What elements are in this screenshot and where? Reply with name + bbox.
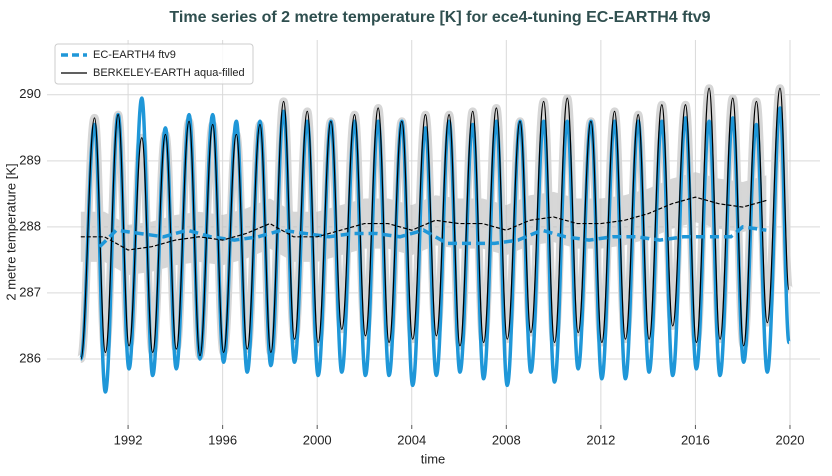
chart-title: Time series of 2 metre temperature [K] f… xyxy=(169,9,710,26)
x-tick-label: 2016 xyxy=(681,432,710,447)
x-tick-label: 2020 xyxy=(776,432,805,447)
reference-line xyxy=(80,87,790,360)
legend-label: BERKELEY-EARTH aqua-filled xyxy=(93,67,245,79)
legend-box xyxy=(54,43,254,85)
legend-label: EC-EARTH4 ftv9 xyxy=(93,49,176,61)
x-axis-label: time xyxy=(421,451,446,466)
x-tick-label: 1996 xyxy=(208,432,237,447)
model-line xyxy=(79,96,791,394)
x-tick-label: 2008 xyxy=(492,432,521,447)
x-tick-label: 2000 xyxy=(303,432,332,447)
x-tick-label: 1992 xyxy=(114,432,143,447)
x-tick-label: 2004 xyxy=(397,432,426,447)
y-tick-label: 289 xyxy=(19,152,41,167)
reference-mean-line xyxy=(80,196,767,251)
y-tick-label: 290 xyxy=(19,86,41,101)
x-tick-label: 2012 xyxy=(586,432,615,447)
y-axis-label: 2 metre temperature [K] xyxy=(3,163,18,300)
y-tick-label: 288 xyxy=(19,218,41,233)
y-tick-label: 286 xyxy=(19,350,41,365)
y-tick-label: 287 xyxy=(19,284,41,299)
model-mean-line xyxy=(98,225,767,248)
